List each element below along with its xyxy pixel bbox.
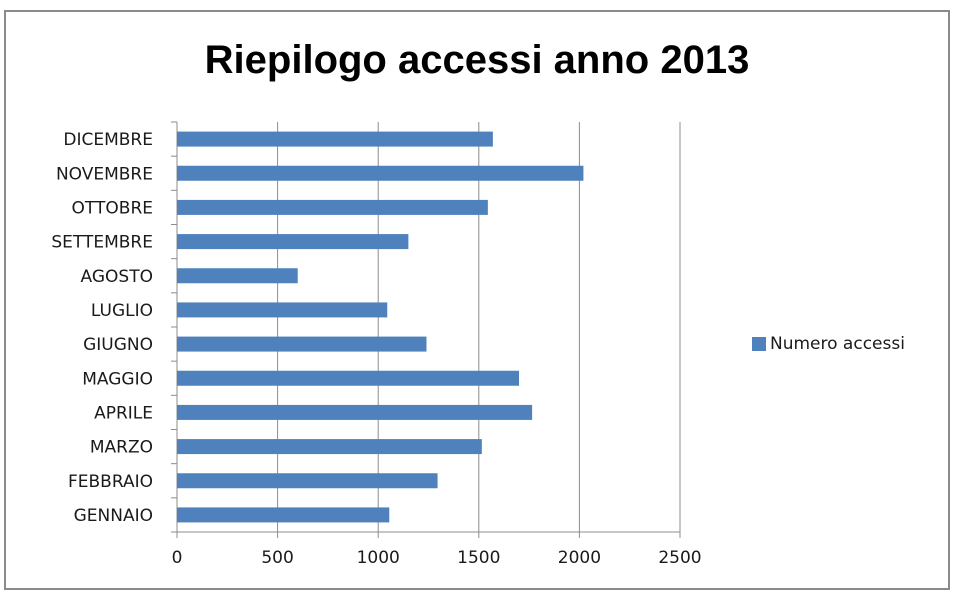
bar-giugno <box>177 337 426 352</box>
x-tick-label: 2000 <box>558 548 601 568</box>
bar-settembre <box>177 234 408 249</box>
category-label: SETTEMBRE <box>51 233 153 253</box>
category-label: GIUGNO <box>83 335 153 355</box>
bar-marzo <box>177 439 482 454</box>
category-label: NOVEMBRE <box>56 164 153 184</box>
x-tick-label: 1500 <box>457 548 500 568</box>
category-label: APRILE <box>94 403 153 423</box>
category-label: MAGGIO <box>82 369 153 389</box>
legend-swatch <box>752 337 766 351</box>
bar-gennaio <box>177 507 389 522</box>
x-tick-label: 500 <box>261 548 293 568</box>
x-tick-label: 1000 <box>357 548 400 568</box>
category-label: DICEMBRE <box>63 130 153 150</box>
bar-maggio <box>177 371 519 386</box>
category-label: AGOSTO <box>81 267 153 287</box>
bar-febbraio <box>177 473 438 488</box>
legend-label: Numero accessi <box>770 334 905 354</box>
category-label: FEBBRAIO <box>68 472 153 492</box>
x-tick-label: 2500 <box>658 548 701 568</box>
category-label: OTTOBRE <box>72 198 153 218</box>
category-label: LUGLIO <box>91 301 153 321</box>
bar-dicembre <box>177 132 493 147</box>
bar-ottobre <box>177 200 488 215</box>
legend: Numero accessi <box>752 334 905 354</box>
bar-novembre <box>177 166 583 181</box>
bar-agosto <box>177 268 298 283</box>
x-tick-label: 0 <box>172 548 183 568</box>
category-label: MARZO <box>90 438 153 458</box>
bar-luglio <box>177 302 387 317</box>
category-label: GENNAIO <box>74 506 153 526</box>
bar-aprile <box>177 405 532 420</box>
